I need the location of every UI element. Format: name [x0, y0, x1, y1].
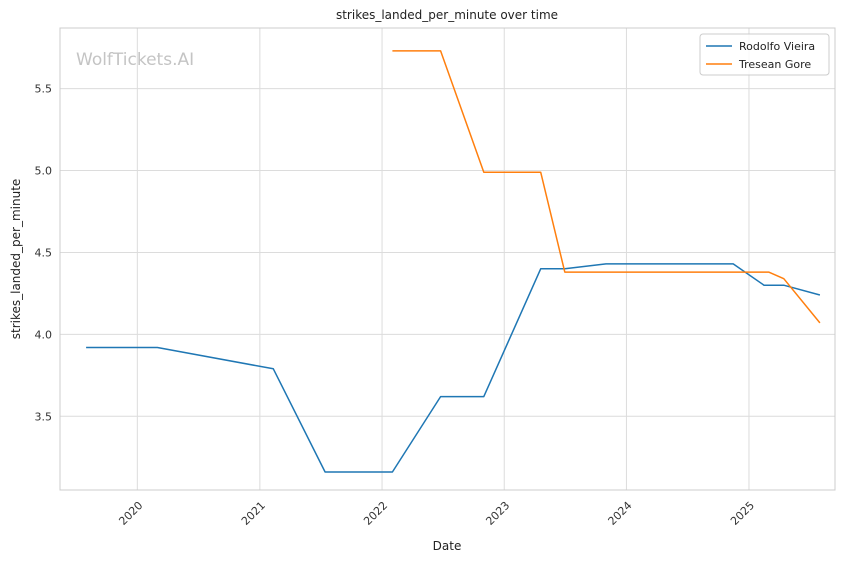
x-tick-label: 2021: [239, 499, 268, 528]
x-tick-label: 2022: [361, 499, 390, 528]
legend-label: Tresean Gore: [738, 58, 811, 71]
x-axis-label: Date: [433, 539, 462, 553]
y-tick-label: 4.0: [35, 328, 53, 341]
x-tick-label: 2023: [483, 499, 512, 528]
legend: Rodolfo Vieira Tresean Gore: [699, 33, 830, 76]
x-tick-label: 2025: [728, 499, 757, 528]
y-tick-label: 5.0: [35, 165, 53, 178]
y-tick-label: 4.5: [35, 246, 53, 259]
y-axis-label: strikes_landed_per_minute: [9, 179, 23, 340]
x-tick-label: 2020: [116, 499, 145, 528]
x-tick-label: 2024: [606, 499, 635, 528]
grid-lines: [60, 28, 835, 490]
series-line-0: [86, 263, 821, 473]
watermark: WolfTickets.AI: [76, 50, 194, 70]
chart-title: strikes_landed_per_minute over time: [336, 8, 558, 22]
y-tick-label: 5.5: [35, 83, 53, 96]
y-tick-label: 3.5: [35, 410, 53, 423]
legend-frame: [699, 33, 830, 76]
y-tick-labels: 3.5 4.0 4.5 5.0 5.5: [35, 83, 53, 424]
series-layer: [86, 50, 821, 473]
x-tick-labels: 2020 2021 2022 2023 2024 2025: [116, 499, 757, 528]
series-line-1: [392, 50, 821, 324]
legend-label: Rodolfo Vieira: [739, 40, 815, 53]
plot-frame: [59, 27, 836, 491]
